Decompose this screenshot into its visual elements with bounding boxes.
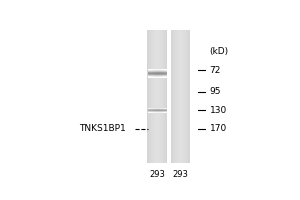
Bar [175,30,176,163]
Bar [162,30,163,163]
Text: TNKS1BP1: TNKS1BP1 [79,124,126,133]
Bar [189,30,190,163]
Bar [150,30,151,163]
Bar [187,30,188,163]
Bar [152,30,153,163]
Bar [161,30,162,163]
Bar [158,30,159,163]
Bar [160,30,161,163]
Bar [184,30,185,163]
Bar [178,30,179,163]
Bar [157,30,158,163]
Bar [155,30,156,163]
Bar [164,30,165,163]
Text: 293: 293 [172,170,188,179]
Bar [163,30,164,163]
Text: 130: 130 [210,106,227,115]
Bar [159,30,160,163]
Bar [153,30,154,163]
Bar [166,30,167,163]
Bar [147,30,148,163]
Text: 95: 95 [210,87,221,96]
Bar [149,30,150,163]
Bar [182,30,183,163]
Bar [176,30,177,163]
Bar [179,30,180,163]
Text: (kD): (kD) [210,47,229,56]
Bar [185,30,186,163]
Bar [156,30,157,163]
Bar [174,30,175,163]
Bar [148,30,149,163]
Bar [180,30,181,163]
Bar [151,30,152,163]
Text: 72: 72 [210,66,221,75]
Bar [165,30,166,163]
Bar [188,30,189,163]
Bar [171,30,172,163]
Bar [154,30,155,163]
Text: 293: 293 [149,170,165,179]
Text: 170: 170 [210,124,227,133]
Bar [183,30,184,163]
Bar [186,30,187,163]
Bar [181,30,182,163]
Bar [172,30,173,163]
Bar [173,30,174,163]
Bar [177,30,178,163]
